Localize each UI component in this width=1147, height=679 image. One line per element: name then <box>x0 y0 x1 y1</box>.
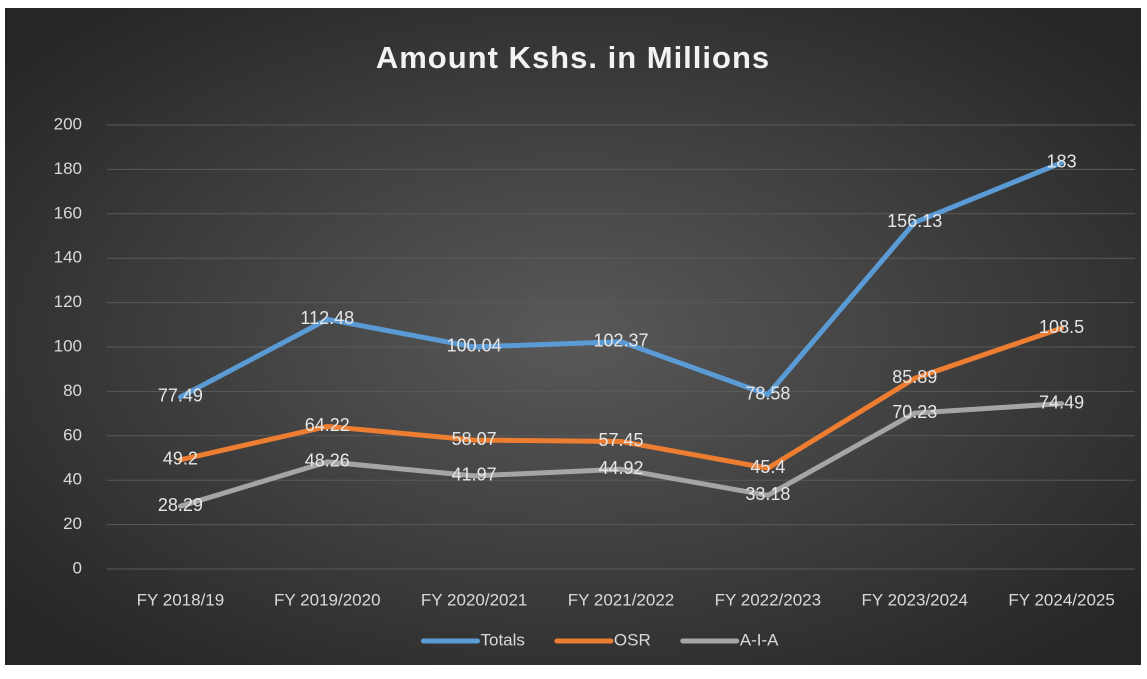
data-label: 100.04 <box>447 336 502 356</box>
chart-background <box>5 8 1141 665</box>
y-tick-label: 80 <box>63 381 82 400</box>
data-label: 48.26 <box>305 451 350 471</box>
legend-label: OSR <box>614 630 651 649</box>
data-label: 41.97 <box>452 465 497 485</box>
series-line <box>177 401 1065 509</box>
x-tick-label: FY 2018/19 <box>137 590 225 609</box>
data-label: 77.49 <box>158 386 203 406</box>
data-label: 49.2 <box>163 449 198 469</box>
y-tick-label: 140 <box>54 248 82 267</box>
data-label: 108.5 <box>1039 317 1084 337</box>
y-tick-label: 200 <box>54 114 82 133</box>
x-tick-label: FY 2022/2023 <box>715 590 822 609</box>
x-tick-label: FY 2023/2024 <box>861 590 968 609</box>
data-label: 78.58 <box>745 383 790 403</box>
data-label: 58.07 <box>452 429 497 449</box>
data-label: 74.49 <box>1039 392 1084 412</box>
data-label: 183 <box>1047 151 1077 171</box>
legend-label: A-I-A <box>740 630 779 649</box>
legend-label: Totals <box>481 630 525 649</box>
data-label: 45.4 <box>750 457 785 477</box>
y-tick-label: 20 <box>63 514 82 533</box>
y-tick-label: 120 <box>54 292 82 311</box>
x-tick-label: FY 2020/2021 <box>421 590 528 609</box>
series-line <box>177 160 1065 400</box>
y-tick-label: 40 <box>63 470 82 489</box>
y-tick-label: 180 <box>54 159 82 178</box>
series-line <box>177 325 1065 471</box>
data-label: 64.22 <box>305 415 350 435</box>
chart-title: Amount Kshs. in Millions <box>376 40 770 75</box>
data-label: 102.37 <box>593 330 648 350</box>
data-label: 44.92 <box>598 458 643 478</box>
data-label: 28.29 <box>158 495 203 515</box>
x-tick-label: FY 2021/2022 <box>568 590 675 609</box>
y-tick-label: 60 <box>63 425 82 444</box>
y-tick-label: 160 <box>54 203 82 222</box>
data-label: 70.23 <box>892 402 937 422</box>
data-label: 156.13 <box>887 211 942 231</box>
data-label: 85.89 <box>892 367 937 387</box>
data-label: 33.18 <box>745 484 790 504</box>
x-tick-label: FY 2019/2020 <box>274 590 381 609</box>
data-label: 112.48 <box>300 308 354 328</box>
x-tick-label: FY 2024/2025 <box>1008 590 1115 609</box>
y-tick-label: 0 <box>73 558 82 577</box>
data-label: 57.45 <box>598 430 643 450</box>
y-tick-label: 100 <box>54 336 82 355</box>
